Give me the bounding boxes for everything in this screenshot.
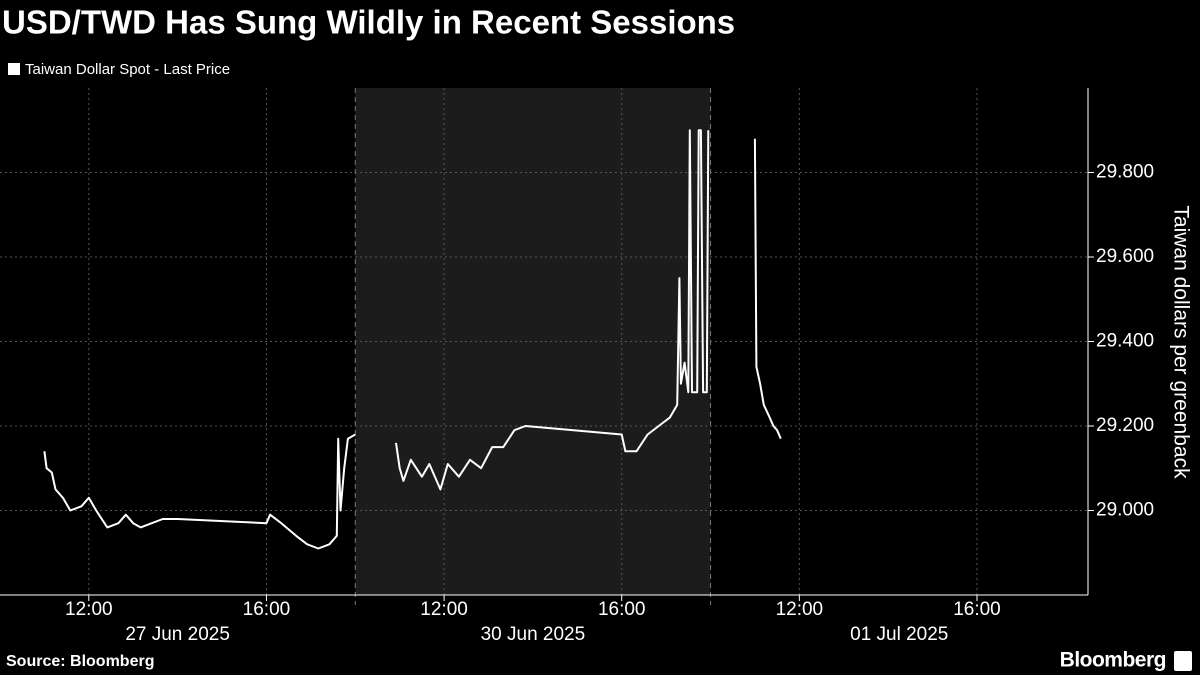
- price-line: [43, 129, 782, 550]
- y-tick-label: 29.400: [1096, 331, 1154, 352]
- chart-title: USD/TWD Has Sung Wildly in Recent Sessio…: [2, 4, 735, 41]
- x-session-label: 27 Jun 2025: [125, 624, 230, 645]
- x-tick-label: 16:00: [953, 599, 1001, 620]
- y-tick-label: 29.000: [1096, 500, 1154, 521]
- x-tick-label: 16:00: [243, 599, 291, 620]
- session-shade: [355, 88, 711, 595]
- plot-background: [0, 88, 1088, 605]
- x-tick-label: 12:00: [776, 599, 824, 620]
- brand: Bloomberg: [1060, 649, 1166, 672]
- y-tick-label: 29.600: [1096, 246, 1154, 267]
- y-axis-title: Taiwan dollars per greenback: [1169, 205, 1192, 479]
- x-tick-label: 12:00: [65, 599, 113, 620]
- brand-icon: [1174, 651, 1192, 671]
- x-tick-label: 16:00: [598, 599, 646, 620]
- legend: Taiwan Dollar Spot - Last Price: [8, 61, 230, 78]
- x-session-label: 01 Jul 2025: [850, 624, 948, 645]
- y-tick-label: 29.200: [1096, 415, 1154, 436]
- y-tick-label: 29.800: [1096, 162, 1154, 183]
- x-tick-label: 12:00: [420, 599, 468, 620]
- source: Source: Bloomberg: [6, 653, 154, 670]
- legend-swatch: [8, 63, 20, 75]
- x-session-label: 30 Jun 2025: [481, 624, 586, 645]
- legend-label: Taiwan Dollar Spot - Last Price: [25, 61, 230, 78]
